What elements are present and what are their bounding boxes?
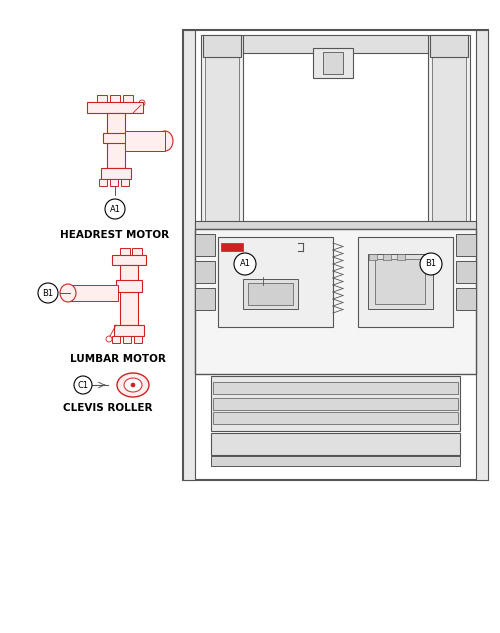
Text: LUMBAR MOTOR: LUMBAR MOTOR xyxy=(70,354,166,364)
Circle shape xyxy=(105,199,125,219)
Circle shape xyxy=(420,253,442,275)
Bar xyxy=(195,288,215,310)
Circle shape xyxy=(74,376,92,394)
Bar xyxy=(456,288,476,310)
Bar xyxy=(243,279,298,309)
Bar xyxy=(195,229,476,374)
Bar xyxy=(211,433,460,455)
Circle shape xyxy=(462,268,470,276)
Bar xyxy=(205,38,239,227)
Ellipse shape xyxy=(60,284,76,302)
Circle shape xyxy=(201,295,209,303)
Bar xyxy=(183,30,488,480)
Bar xyxy=(201,35,243,230)
Bar xyxy=(101,168,131,179)
Bar xyxy=(218,237,333,327)
Bar xyxy=(248,283,293,305)
Text: A1: A1 xyxy=(110,204,120,213)
Bar xyxy=(358,237,453,327)
Circle shape xyxy=(131,383,135,387)
Ellipse shape xyxy=(124,378,142,392)
Bar xyxy=(125,131,165,151)
Bar xyxy=(323,52,343,74)
Bar xyxy=(213,412,458,424)
Text: B1: B1 xyxy=(42,289,54,298)
Circle shape xyxy=(462,241,470,249)
Bar xyxy=(213,398,458,410)
Bar xyxy=(110,95,120,102)
Bar xyxy=(368,254,433,309)
Bar xyxy=(134,336,142,343)
Circle shape xyxy=(38,283,58,303)
Bar xyxy=(114,325,144,336)
Bar xyxy=(456,234,476,256)
Bar xyxy=(195,234,215,256)
Bar xyxy=(221,243,243,251)
Bar xyxy=(211,456,460,466)
Text: HEADREST MOTOR: HEADREST MOTOR xyxy=(60,230,170,240)
Bar xyxy=(116,280,142,292)
Bar xyxy=(112,336,120,343)
Bar xyxy=(213,382,458,394)
Bar xyxy=(112,255,146,265)
Bar xyxy=(107,113,125,168)
Circle shape xyxy=(201,268,209,276)
Circle shape xyxy=(234,253,256,275)
Bar xyxy=(432,38,466,227)
Bar xyxy=(211,376,460,431)
Bar xyxy=(183,30,195,480)
Circle shape xyxy=(462,295,470,303)
Bar xyxy=(87,102,143,113)
Text: A1: A1 xyxy=(240,260,250,268)
Bar xyxy=(120,265,138,325)
Bar xyxy=(476,30,488,480)
Bar xyxy=(243,35,428,53)
Bar xyxy=(121,179,129,186)
Ellipse shape xyxy=(117,373,149,397)
Bar xyxy=(120,248,130,255)
Bar xyxy=(123,336,131,343)
Bar xyxy=(70,285,118,301)
Bar xyxy=(203,35,241,57)
Bar xyxy=(99,179,107,186)
Bar xyxy=(97,95,107,102)
Text: B1: B1 xyxy=(426,260,436,268)
Bar xyxy=(430,35,468,57)
Bar xyxy=(456,261,476,283)
Ellipse shape xyxy=(157,131,173,151)
Text: CLEVIS ROLLER: CLEVIS ROLLER xyxy=(63,403,153,413)
Bar xyxy=(195,221,476,229)
Bar xyxy=(369,254,377,260)
Bar xyxy=(313,48,353,78)
Bar xyxy=(110,179,118,186)
Bar xyxy=(195,261,215,283)
Text: C1: C1 xyxy=(78,380,88,389)
Bar xyxy=(132,248,142,255)
Bar xyxy=(428,35,470,230)
Bar xyxy=(383,254,391,260)
Bar xyxy=(397,254,405,260)
Bar xyxy=(123,95,133,102)
Bar xyxy=(375,259,425,304)
Bar xyxy=(103,133,129,143)
Circle shape xyxy=(201,241,209,249)
